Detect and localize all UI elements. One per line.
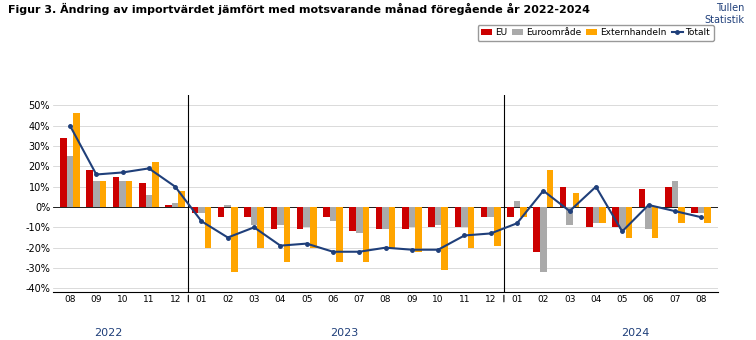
Bar bbox=[514, 201, 520, 207]
Bar bbox=[205, 207, 212, 248]
Bar bbox=[323, 207, 330, 217]
Bar bbox=[100, 181, 106, 207]
Bar bbox=[691, 207, 698, 213]
Bar bbox=[271, 207, 277, 230]
Bar bbox=[665, 187, 671, 207]
Bar bbox=[93, 181, 100, 207]
Bar bbox=[152, 162, 159, 207]
Bar bbox=[389, 207, 395, 248]
Bar bbox=[540, 207, 547, 272]
Bar bbox=[645, 207, 652, 230]
Bar bbox=[705, 207, 711, 223]
Bar bbox=[198, 207, 205, 213]
Bar bbox=[277, 207, 284, 225]
Bar bbox=[113, 176, 119, 207]
Bar bbox=[468, 207, 474, 248]
Bar bbox=[454, 207, 461, 227]
Bar bbox=[178, 191, 185, 207]
Bar bbox=[251, 207, 257, 225]
Bar bbox=[376, 207, 383, 230]
Bar bbox=[363, 207, 369, 262]
Bar bbox=[146, 195, 152, 207]
Bar bbox=[139, 183, 146, 207]
Bar bbox=[671, 181, 678, 207]
Legend: EU, Euroområde, Externhandeln, Totalt: EU, Euroområde, Externhandeln, Totalt bbox=[478, 25, 714, 41]
Bar bbox=[284, 207, 290, 262]
Bar bbox=[625, 207, 632, 238]
Bar bbox=[415, 207, 422, 252]
Bar bbox=[429, 207, 435, 227]
Bar bbox=[534, 207, 540, 252]
Bar bbox=[566, 207, 573, 225]
Bar bbox=[60, 138, 67, 207]
Bar bbox=[461, 207, 468, 227]
Text: 2023: 2023 bbox=[330, 328, 358, 338]
Bar bbox=[257, 207, 264, 248]
Bar bbox=[86, 170, 93, 207]
Bar bbox=[619, 207, 625, 230]
Bar bbox=[488, 207, 494, 217]
Bar bbox=[244, 207, 251, 217]
Bar bbox=[310, 207, 317, 248]
Bar bbox=[225, 205, 231, 207]
Bar bbox=[166, 205, 172, 207]
Bar bbox=[586, 207, 593, 227]
Bar bbox=[297, 207, 303, 230]
Bar bbox=[218, 207, 225, 217]
Bar bbox=[612, 207, 619, 227]
Bar bbox=[408, 207, 415, 227]
Text: 2022: 2022 bbox=[94, 328, 122, 338]
Bar bbox=[349, 207, 356, 232]
Bar bbox=[507, 207, 514, 217]
Bar bbox=[119, 181, 126, 207]
Bar bbox=[435, 207, 442, 225]
Bar bbox=[303, 207, 310, 227]
Bar bbox=[336, 207, 342, 262]
Bar bbox=[172, 203, 178, 207]
Bar bbox=[639, 189, 645, 207]
Bar bbox=[330, 207, 336, 221]
Text: Tullen
Statistik: Tullen Statistik bbox=[705, 3, 745, 25]
Bar bbox=[356, 207, 363, 234]
Bar bbox=[547, 170, 553, 207]
Bar bbox=[573, 193, 580, 207]
Bar bbox=[593, 207, 600, 223]
Bar bbox=[520, 207, 527, 217]
Bar bbox=[126, 181, 132, 207]
Bar bbox=[231, 207, 237, 272]
Bar bbox=[652, 207, 658, 238]
Bar bbox=[698, 207, 705, 213]
Bar bbox=[600, 207, 606, 223]
Bar bbox=[559, 187, 566, 207]
Bar bbox=[678, 207, 685, 223]
Bar bbox=[481, 207, 488, 217]
Bar bbox=[191, 207, 198, 213]
Bar bbox=[402, 207, 408, 230]
Text: Figur 3. Ändring av importvärdet jämfört med motsvarande månad föregående år 202: Figur 3. Ändring av importvärdet jämfört… bbox=[8, 3, 590, 16]
Bar bbox=[442, 207, 448, 270]
Text: 2024: 2024 bbox=[621, 328, 649, 338]
Bar bbox=[383, 207, 389, 230]
Bar bbox=[73, 114, 80, 207]
Bar bbox=[494, 207, 500, 245]
Bar bbox=[67, 156, 73, 207]
